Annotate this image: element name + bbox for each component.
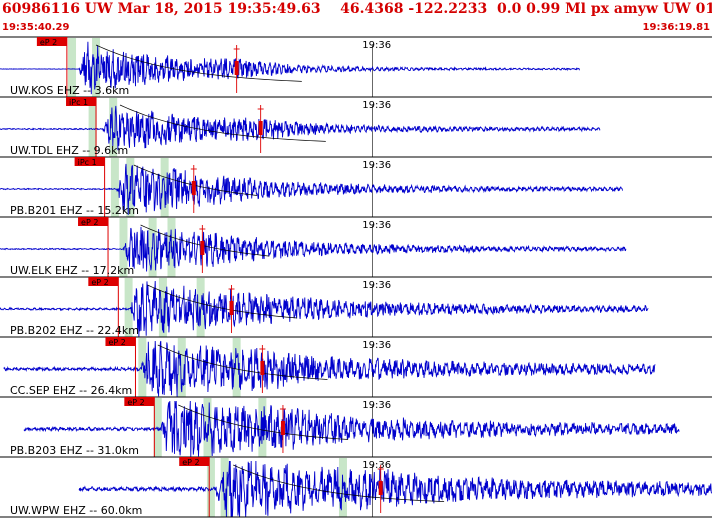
coda-curve-4 — [147, 284, 297, 319]
travel-window-1-0 — [88, 98, 97, 157]
pick-label-1: iPc 1 — [69, 98, 88, 107]
pick-label-2: iPc 1 — [78, 158, 97, 167]
waveform-1 — [0, 105, 601, 151]
travel-window-5-0 — [138, 338, 147, 397]
pick-label-4: eP 2 — [91, 278, 108, 287]
coda-curve-7 — [233, 464, 445, 502]
waveform-6 — [23, 400, 680, 457]
station-label-2: PB.B201 EHZ -- 15.2km — [10, 204, 139, 217]
amp-marker-3 — [200, 241, 205, 255]
station-label-0: UW.KOS EHZ -- 3.6km — [10, 84, 129, 97]
event-title: 60986116 UW Mar 18, 2015 19:35:49.63 46.… — [2, 1, 712, 17]
coda-curve-0 — [95, 44, 302, 82]
pick-box-7 — [179, 457, 210, 466]
minute-label-3: 19:36 — [362, 220, 391, 231]
travel-window-1-1 — [109, 98, 118, 157]
pick-label-5: eP 2 — [108, 338, 125, 347]
waveform-3 — [0, 226, 627, 272]
waveform-4 — [0, 280, 649, 338]
pick-box-5 — [105, 337, 136, 346]
station-label-1: UW.TDL EHZ -- 9.6km — [10, 144, 128, 157]
waveform-2 — [0, 163, 623, 215]
amp-marker-7 — [378, 481, 383, 495]
minute-label-6: 19:36 — [362, 400, 391, 411]
pick-label-6: eP 2 — [127, 398, 144, 407]
coda-curve-3 — [140, 224, 270, 257]
coda-curve-1 — [119, 104, 326, 142]
minute-label-7: 19:36 — [362, 460, 391, 471]
travel-window-5-2 — [232, 338, 241, 397]
minute-label-5: 19:36 — [362, 340, 391, 351]
pick-label-3: eP 2 — [81, 218, 98, 227]
pick-label-0: eP 2 — [40, 38, 57, 47]
pick-box-0 — [36, 37, 67, 46]
amp-marker-6 — [280, 421, 285, 435]
travel-window-4-1 — [158, 278, 167, 337]
pick-box-4 — [88, 277, 119, 286]
station-label-5: CC.SEP EHZ -- 26.4km — [10, 384, 132, 397]
station-label-6: PB.B203 EHZ -- 31.0km — [10, 444, 139, 457]
coda-curve-5 — [157, 344, 328, 380]
travel-window-2-0 — [110, 158, 119, 217]
travel-window-5-1 — [177, 338, 186, 397]
amp-marker-1 — [258, 121, 263, 135]
station-label-3: UW.ELK EHZ -- 17.2km — [10, 264, 134, 277]
end-time-label: 19:36:19.81 — [642, 22, 710, 33]
amp-marker-5 — [260, 361, 265, 375]
pick-box-6 — [124, 397, 155, 406]
travel-window-7-0 — [206, 458, 215, 517]
pick-box-2 — [74, 157, 105, 166]
travel-window-0-0 — [68, 38, 77, 97]
minute-label-4: 19:36 — [362, 280, 391, 291]
travel-window-6-0 — [153, 398, 162, 457]
travel-window-7-1 — [220, 458, 229, 517]
waveform-7 — [78, 460, 712, 518]
event-header: 60986116 UW Mar 18, 2015 19:35:49.63 46.… — [0, 0, 712, 22]
start-time-label: 19:35:40.29 — [2, 22, 70, 33]
amp-marker-0 — [234, 61, 239, 75]
pick-label-7: eP 2 — [182, 458, 199, 467]
minute-label-1: 19:36 — [362, 100, 391, 111]
station-label-4: PB.B202 EHZ -- 22.4km — [10, 324, 139, 337]
pick-box-1 — [66, 97, 97, 106]
coda-curve-6 — [178, 404, 349, 440]
amp-marker-4 — [229, 301, 234, 315]
waveform-5 — [3, 340, 656, 397]
amp-marker-2 — [191, 181, 196, 195]
pick-box-3 — [78, 217, 109, 226]
travel-window-4-2 — [196, 278, 205, 337]
travel-window-4-0 — [124, 278, 133, 337]
minute-label-0: 19:36 — [362, 40, 391, 51]
station-label-7: UW.WPW EHZ -- 60.0km — [10, 504, 142, 517]
minute-label-2: 19:36 — [362, 160, 391, 171]
waveform-0 — [0, 41, 581, 95]
